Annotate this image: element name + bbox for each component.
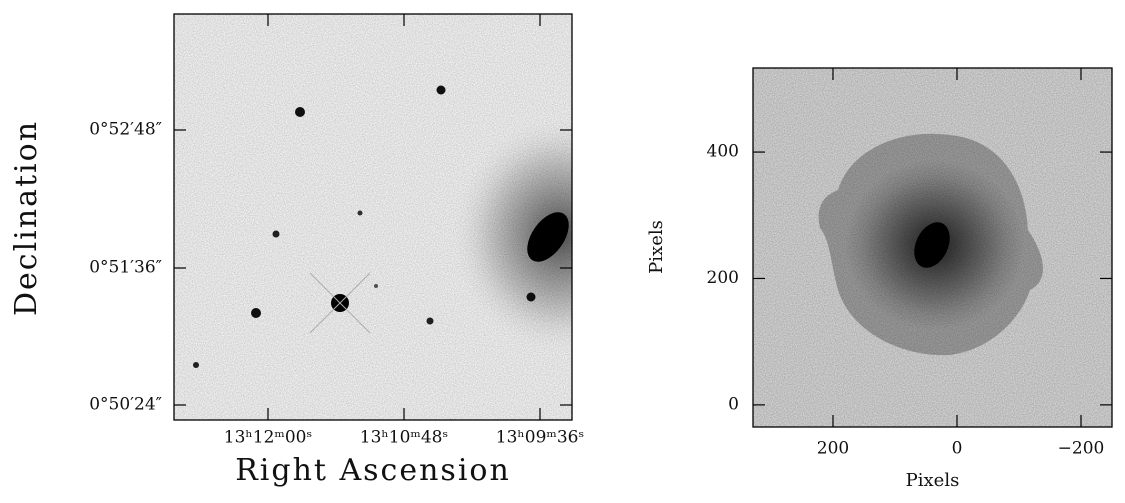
- x-tick-label: −200: [1058, 439, 1105, 459]
- y-tick-label: 0°52′48″: [89, 120, 162, 140]
- x-tick-label: 13ʰ09ᵐ36ˢ: [496, 428, 584, 448]
- x-axis-label: Pixels: [906, 470, 960, 491]
- x-axis-label: Right Ascension: [235, 453, 511, 488]
- y-tick-label: 200: [707, 268, 739, 288]
- x-tick-label: 13ʰ12ᵐ00ˢ: [224, 428, 312, 448]
- sky-image: [174, 14, 572, 420]
- y-tick-label: 0°50′24″: [89, 395, 162, 415]
- y-tick-label: 0: [728, 394, 739, 414]
- galaxy-image: [753, 68, 1112, 427]
- y-axis-label: Declination: [9, 120, 44, 316]
- y-tick-label: 400: [707, 142, 739, 162]
- y-axis-label: Pixels: [646, 220, 667, 274]
- frame: [752, 67, 1113, 428]
- x-tick-label: 0: [952, 439, 963, 459]
- x-tick-label: 13ʰ10ᵐ48ˢ: [360, 428, 448, 448]
- ticks: [174, 14, 572, 420]
- frame: [173, 13, 573, 421]
- x-tick-label: 200: [817, 439, 849, 459]
- y-tick-label: 0°51′36″: [89, 258, 162, 278]
